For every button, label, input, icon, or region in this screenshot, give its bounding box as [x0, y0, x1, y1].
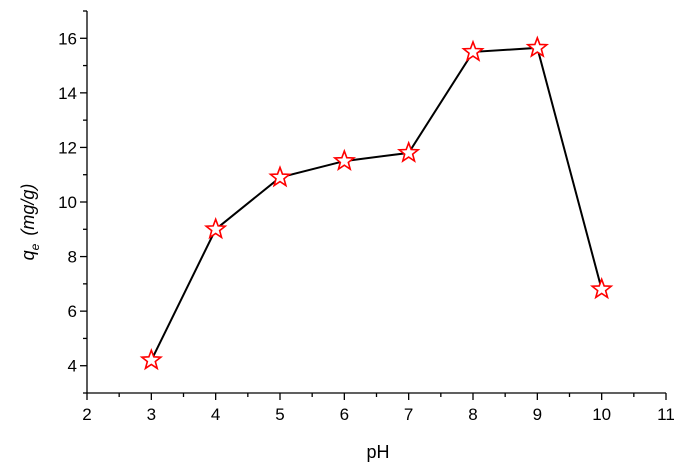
x-axis-ticks: 2 3 4 5 6 7 8 9 10 11 [82, 393, 675, 424]
y-axis-title-main: q [18, 250, 38, 260]
series-line [150, 46, 603, 361]
y-axis-title-unit: (mg/g) [18, 184, 38, 236]
data-series [139, 35, 614, 371]
y-tick-label: 4 [68, 357, 77, 376]
x-tick-label: 7 [404, 405, 413, 424]
x-tick-label: 11 [657, 405, 675, 424]
data-point-star [139, 347, 164, 371]
data-point-star [268, 165, 292, 188]
x-tick-label: 2 [82, 405, 91, 424]
y-tick-label: 16 [58, 29, 77, 48]
x-tick-label: 3 [147, 405, 156, 424]
data-point-star [589, 277, 614, 300]
x-tick-label: 6 [340, 405, 349, 424]
y-axis-title: qe (mg/g) [18, 184, 42, 261]
x-axis-title: pH [366, 442, 389, 462]
data-point-star [461, 39, 485, 62]
y-tick-label: 14 [58, 84, 77, 103]
x-tick-label: 9 [533, 405, 542, 424]
data-point-star [203, 217, 228, 240]
data-point-star [396, 140, 421, 163]
y-tick-label: 6 [68, 302, 77, 321]
y-axis-ticks: 4 6 8 10 12 14 16 [58, 10, 87, 394]
y-tick-label: 10 [58, 193, 77, 212]
x-tick-label: 10 [592, 405, 611, 424]
x-tick-label: 4 [211, 405, 220, 424]
data-point-star [525, 35, 550, 58]
data-point-star [332, 148, 357, 172]
y-tick-label: 12 [58, 138, 77, 157]
y-tick-label: 8 [68, 248, 77, 267]
x-tick-label: 8 [468, 405, 477, 424]
y-axis-title-sub: e [28, 243, 42, 250]
x-tick-label: 5 [275, 405, 284, 424]
